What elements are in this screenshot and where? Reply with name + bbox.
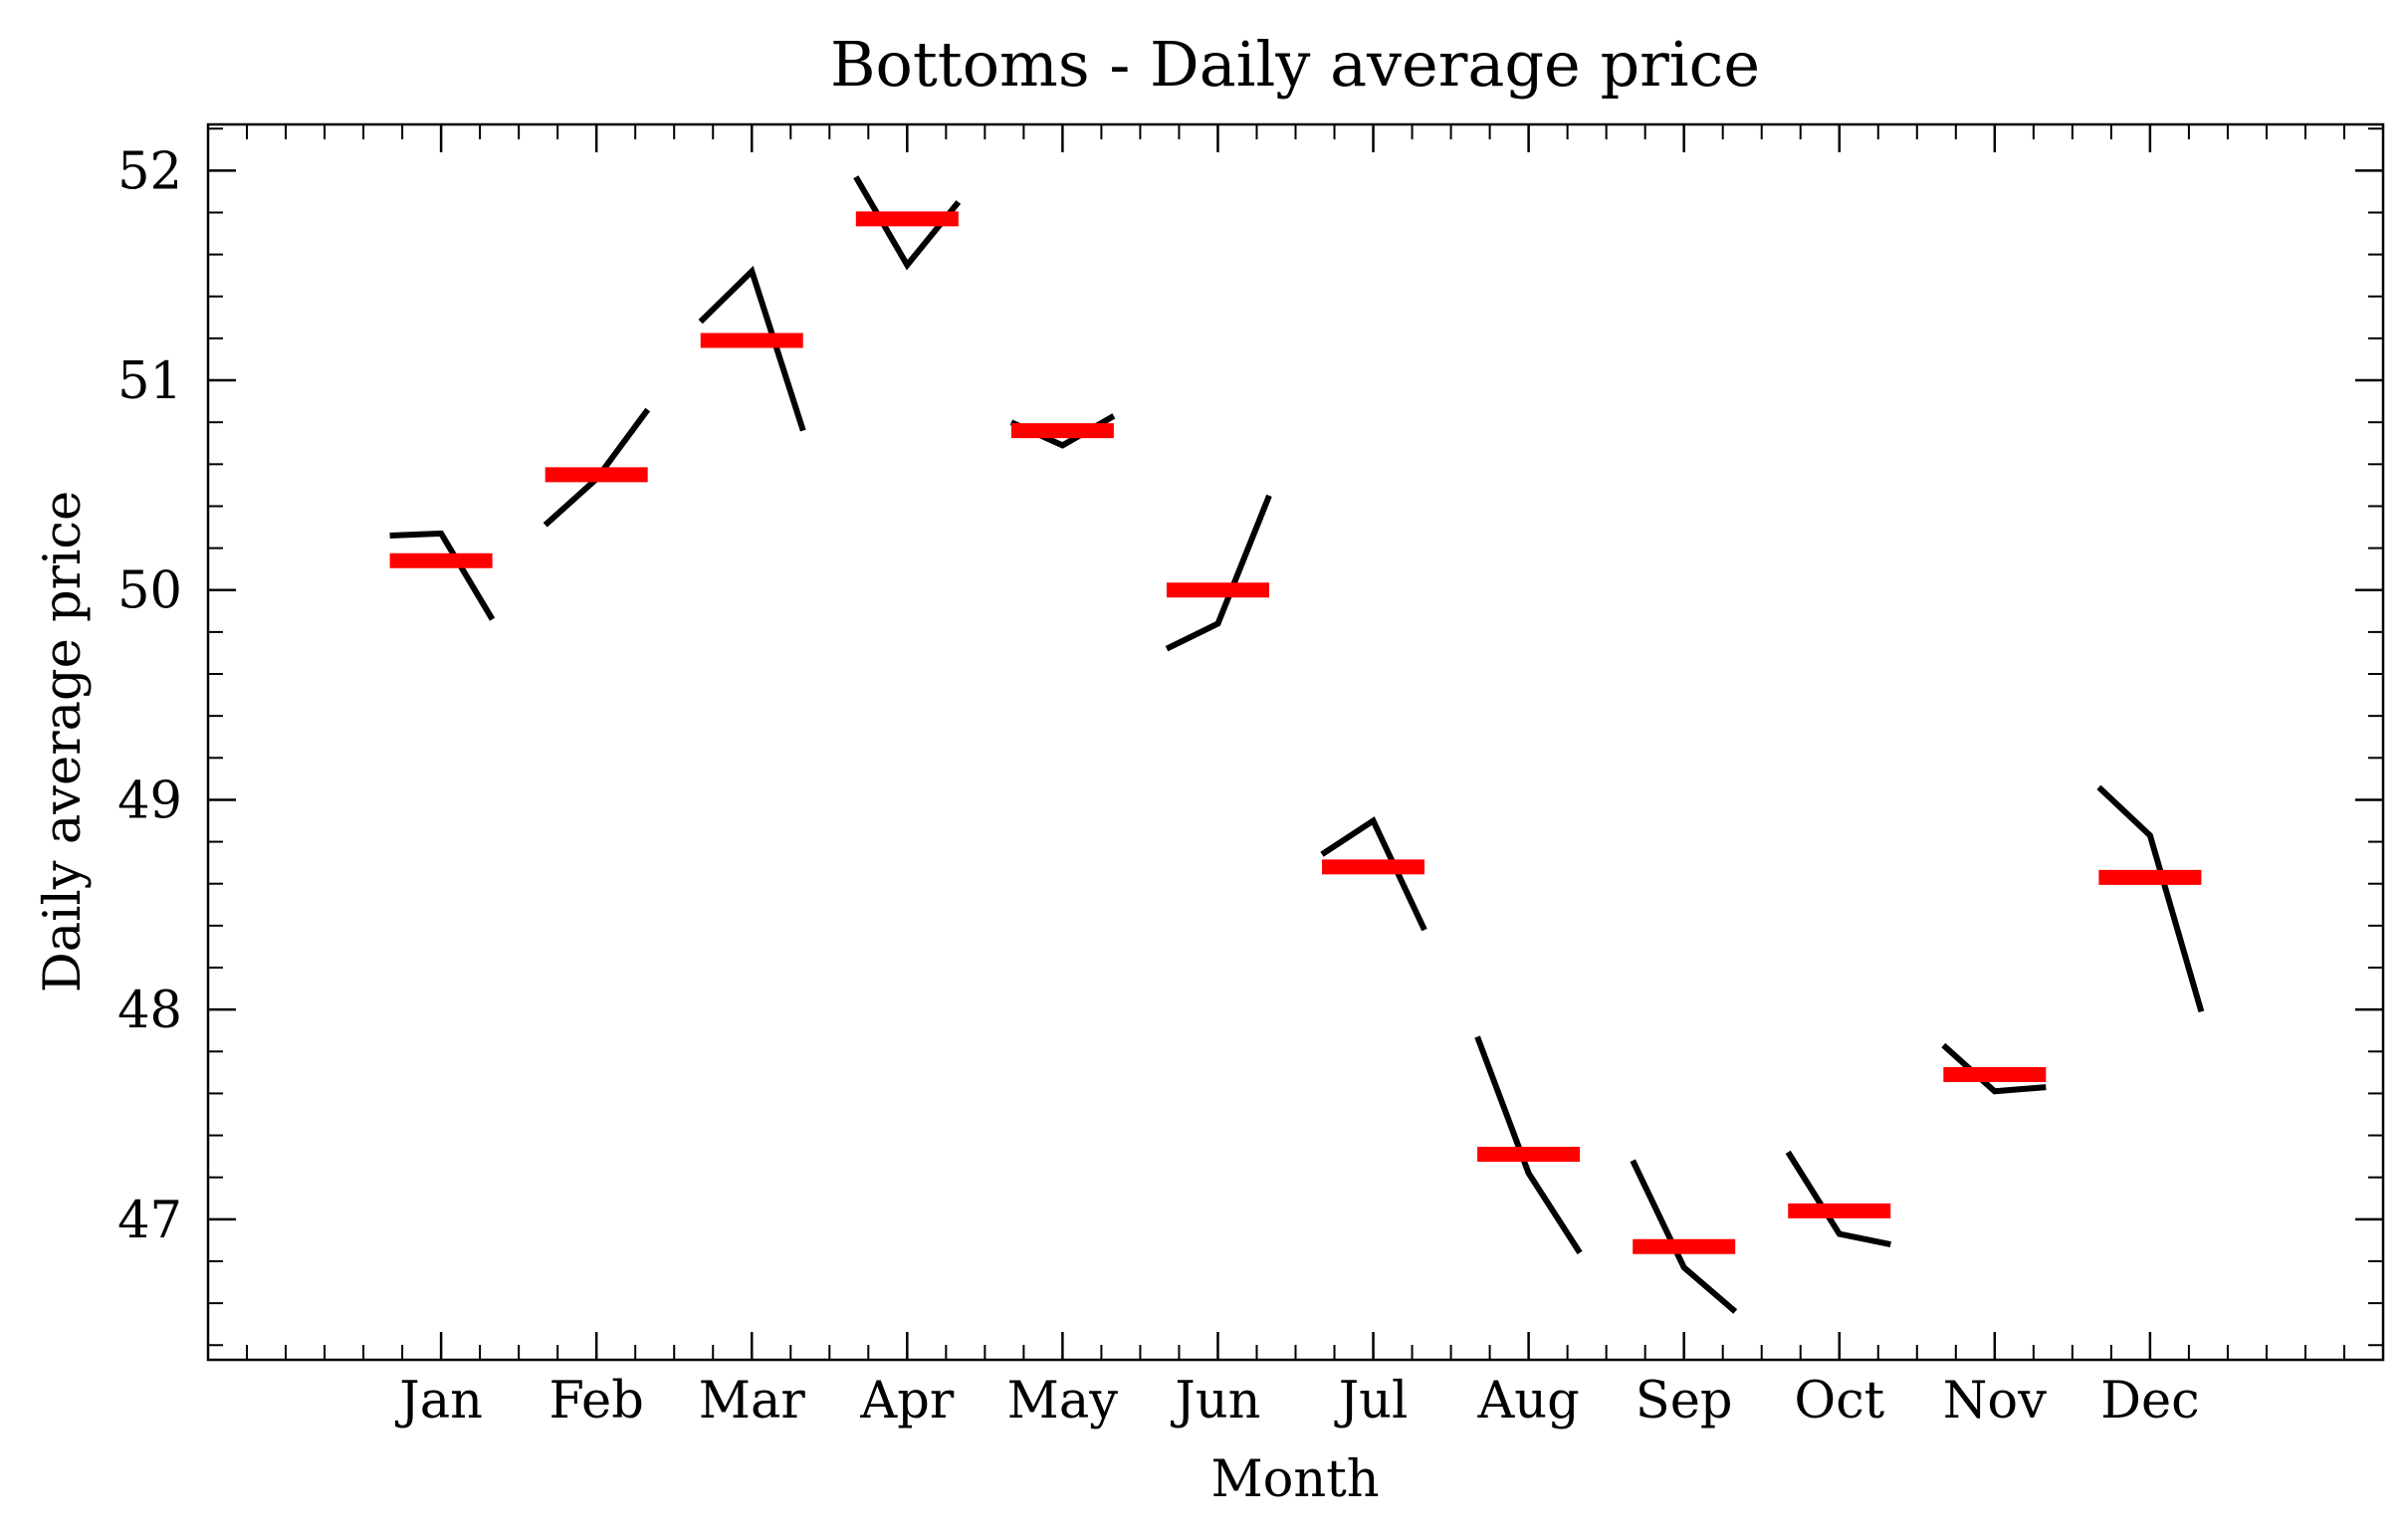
plot-area [389,175,2205,1314]
x-tick-label: Aug [1476,1372,1579,1430]
x-tick-label: Dec [2100,1372,2200,1430]
x-tick-label: Mar [699,1372,806,1430]
y-tick-label: 49 [117,771,182,830]
subseries-line-jun [1165,494,1272,652]
subseries-line-jul [1320,816,1427,932]
chart-title: Bottoms - Daily average price [830,28,1760,101]
subseries-line-aug [1474,1035,1583,1255]
subseries-line-dec [2096,784,2205,1013]
y-axis-label: Daily average price [34,491,93,992]
subseries-line-mar [698,265,806,432]
y-tick-label: 48 [117,982,182,1040]
axes-ticks: Jan Feb Mar Apr May Jun Jul Aug Sep Oct Nov Dec 47 48… [117,124,2384,1430]
y-tick-label: 50 [117,562,182,621]
x-tick-label: Apr [859,1372,954,1430]
x-tick-label: Jan [394,1372,483,1430]
y-tick-label: 52 [117,142,182,201]
x-tick-label: May [1007,1372,1119,1430]
subseries-line-oct [1785,1150,1891,1248]
y-tick-label: 51 [117,352,182,411]
x-axis-label: Month [1210,1450,1379,1509]
x-tick-label: Oct [1794,1372,1884,1430]
plot-frame [206,122,2385,1362]
subseries-line-sep [1630,1159,1738,1314]
x-tick-label: Feb [548,1372,643,1430]
x-tick-label: Jul [1334,1372,1409,1430]
x-tick-label: Sep [1636,1372,1733,1430]
subseries-line-nov [1941,1042,2047,1095]
subseries-line-jan [389,530,496,621]
x-tick-label: Nov [1943,1372,2047,1430]
y-tick-label: 47 [117,1192,182,1250]
x-tick-label: Jun [1170,1372,1260,1430]
